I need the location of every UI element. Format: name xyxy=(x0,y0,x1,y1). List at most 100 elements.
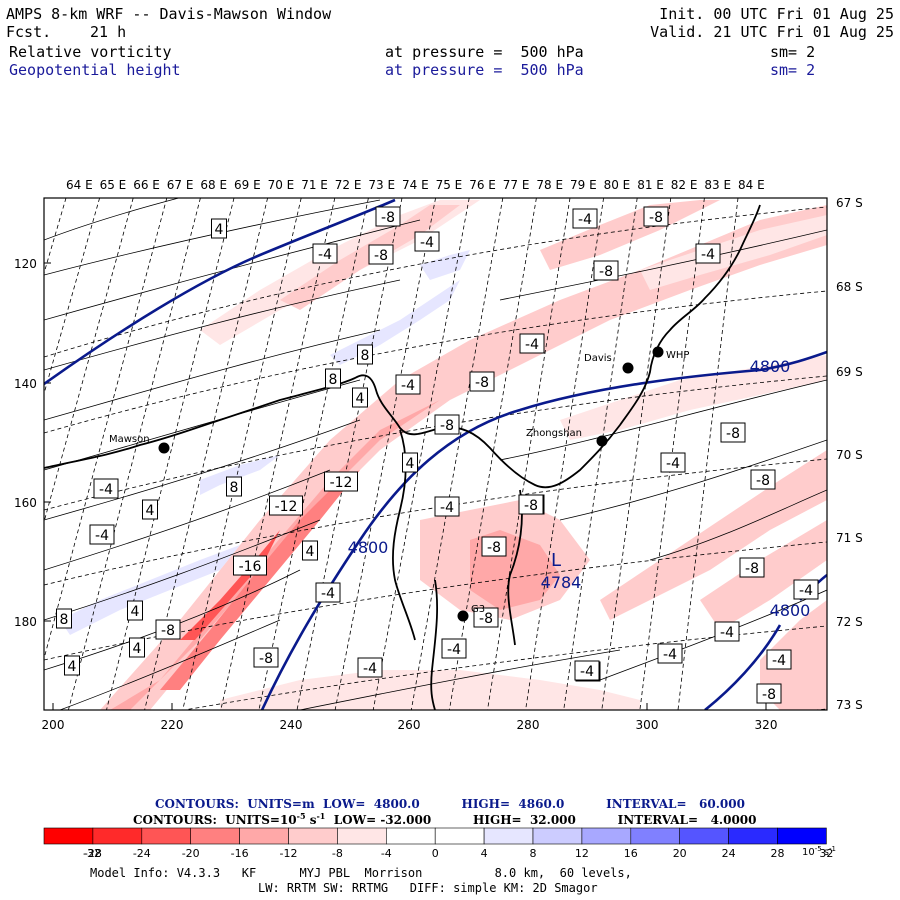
svg-text:-4: -4 xyxy=(720,625,734,641)
svg-text:-4: -4 xyxy=(525,337,539,353)
vorticity-label: -4 xyxy=(519,333,545,354)
meridian-line xyxy=(372,198,470,710)
color-swatch xyxy=(288,827,338,845)
svg-text:8: 8 xyxy=(329,372,338,388)
height-label: 4784 xyxy=(541,573,582,592)
vort-units-exp2: -1 xyxy=(316,811,326,821)
vorticity-label: 4 xyxy=(127,600,143,621)
color-swatch xyxy=(728,827,778,845)
svg-text:8: 8 xyxy=(60,612,69,628)
height-contour-info: CONTOURS: UNITS=m LOW= 4800.0 HIGH= 4860… xyxy=(155,797,745,811)
parallel-line xyxy=(44,206,827,358)
color-swatch xyxy=(630,827,680,845)
vorticity-label: -4 xyxy=(714,621,740,642)
vorticity-label: -4 xyxy=(572,208,598,229)
vort-units-prefix: CONTOURS: UNITS=10 xyxy=(133,813,297,827)
lon-label: 66 E xyxy=(133,178,160,192)
lat-label: 67 S xyxy=(836,196,863,210)
y-tick-label: 120 xyxy=(14,257,37,271)
color-bar-tick: -32 xyxy=(83,847,101,860)
init-time: Init. 00 UTC Fri 01 Aug 25 xyxy=(659,5,894,23)
color-bar-tick: 0 xyxy=(432,847,439,860)
y-axis-ticks: 120 140 160 180 xyxy=(14,257,51,629)
meridian-line xyxy=(677,198,739,710)
color-swatch xyxy=(679,827,729,845)
lon-label: 69 E xyxy=(234,178,261,192)
vorticity-label: -8 xyxy=(481,536,507,557)
vorticity-label: -8 xyxy=(368,244,394,265)
vorticity-label: 4 xyxy=(64,655,80,676)
meridian-line xyxy=(220,198,336,710)
vorticity-label: 8 xyxy=(357,344,373,365)
vorticity-label: 8 xyxy=(56,608,72,629)
vort-units-s: s xyxy=(305,813,317,827)
svg-text:-4: -4 xyxy=(420,235,434,251)
vorticity-value-labels: -8 -4 -8 4 -4 -8 -4 -4 -8 -4 8 -4 8 -8 -8 4 -8 -4 -12 -12 4 -… xyxy=(56,206,819,704)
x-tick-label: 240 xyxy=(280,718,303,732)
meridian-line xyxy=(601,198,672,710)
station-davis: Davis xyxy=(584,353,634,374)
color-bar-tick: 4 xyxy=(481,847,488,860)
vorticity-label: -8 xyxy=(469,371,495,392)
parallel-line xyxy=(44,290,827,434)
pressure-vorticity: at pressure = 500 hPa xyxy=(385,43,584,61)
lon-label: 80 E xyxy=(604,178,631,192)
lon-label: 65 E xyxy=(100,178,127,192)
vorticity-label: -12 xyxy=(269,495,303,516)
station-markers: Mawson Davis WHP Zhongshan G3 xyxy=(109,346,689,622)
lat-label: 72 S xyxy=(836,615,863,629)
color-bar-tick: 8 xyxy=(530,847,537,860)
vorticity-label: -8 xyxy=(593,260,619,281)
svg-text:-4: -4 xyxy=(440,500,454,516)
station-g3: G3 xyxy=(457,604,485,622)
svg-text:-8: -8 xyxy=(475,375,489,391)
svg-text:-4: -4 xyxy=(99,482,113,498)
vorticity-label: -8 xyxy=(518,494,544,515)
color-swatch xyxy=(777,827,827,845)
svg-text:Zhongshan: Zhongshan xyxy=(526,428,582,439)
vorticity-label: 4 xyxy=(142,499,158,520)
color-bar-tick: 12 xyxy=(575,847,589,860)
svg-text:-4: -4 xyxy=(799,583,813,599)
parallel-line xyxy=(44,375,827,511)
svg-text:-8: -8 xyxy=(599,264,613,280)
lat-label: 70 S xyxy=(836,448,863,462)
svg-text:-8: -8 xyxy=(259,651,273,667)
station-zhongshan: Zhongshan xyxy=(526,428,608,447)
meridian-line xyxy=(334,198,436,710)
field-name-height: Geopotential height xyxy=(9,61,181,79)
svg-text:-4: -4 xyxy=(772,653,786,669)
color-bar-tick: 24 xyxy=(722,847,736,860)
svg-text:4: 4 xyxy=(356,391,365,407)
color-bar: -32-28 -24 -20 -16 -12 -8 -4 0 4 8 12 16 20 24 28 32 10… xyxy=(43,827,836,860)
svg-text:-8: -8 xyxy=(756,473,770,489)
svg-text:4: 4 xyxy=(215,222,224,238)
x-tick-label: 300 xyxy=(636,718,659,732)
lon-label: 67 E xyxy=(167,178,194,192)
svg-text:-8: -8 xyxy=(161,623,175,639)
lon-label: 83 E xyxy=(704,178,731,192)
pressure-height: at pressure = 500 hPa xyxy=(385,61,584,79)
vorticity-label: 4 xyxy=(302,540,318,561)
meridian-line xyxy=(449,198,537,710)
meridian-line xyxy=(563,198,638,710)
vorticity-label: -4 xyxy=(315,582,341,603)
svg-text:4: 4 xyxy=(133,641,142,657)
field-name-vorticity: Relative vorticity xyxy=(9,43,172,61)
svg-text:-8: -8 xyxy=(440,418,454,434)
lon-label: 78 E xyxy=(536,178,563,192)
vorticity-contours xyxy=(44,198,827,710)
map-frame xyxy=(43,197,828,711)
lon-label: 74 E xyxy=(402,178,429,192)
low-pressure-marker: L xyxy=(551,550,561,571)
vorticity-label: -4 xyxy=(312,243,338,264)
svg-text:4: 4 xyxy=(406,456,415,472)
svg-text:-8: -8 xyxy=(479,611,493,627)
color-swatch xyxy=(190,827,240,845)
x-axis-ticks: 200 220 240 260 280 300 320 xyxy=(42,703,777,732)
lon-label: 84 E xyxy=(738,178,765,192)
vorticity-label: -8 xyxy=(253,647,279,668)
forecast-hour: 21 h xyxy=(90,23,127,41)
lon-label: 73 E xyxy=(368,178,395,192)
parallel-line xyxy=(182,625,827,710)
